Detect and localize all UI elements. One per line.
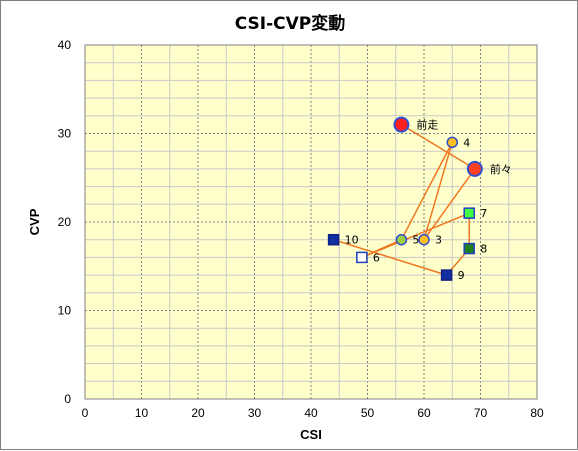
point-label: 6 — [373, 251, 380, 264]
y-tick-label: 10 — [58, 304, 72, 318]
point-label: 前々 — [490, 162, 512, 176]
connector-line — [400, 142, 453, 241]
x-tick-label: 30 — [248, 406, 262, 420]
point-label: 3 — [435, 234, 442, 247]
point-label: 前走 — [416, 118, 438, 132]
connector-lines — [333, 124, 476, 276]
data-point-square — [356, 251, 368, 264]
point-label: 10 — [345, 234, 359, 247]
data-point-circle-large — [466, 160, 483, 177]
x-tick-label: 40 — [304, 406, 318, 420]
data-point-circle — [446, 136, 458, 149]
x-tick-label: 10 — [135, 406, 149, 420]
x-tick-label: 20 — [191, 406, 205, 420]
data-point-square — [463, 242, 475, 255]
data-point-circle — [395, 233, 408, 246]
x-axis-ticks: 0 10 20 30 40 50 60 70 80 — [82, 406, 544, 420]
point-label: 5 — [412, 234, 419, 247]
x-axis-title: CSI — [300, 427, 322, 442]
data-point-square — [463, 207, 475, 219]
x-tick-label: 60 — [417, 406, 431, 420]
point-label: 8 — [480, 243, 487, 256]
y-tick-label: 30 — [58, 127, 72, 141]
x-tick-label: 0 — [82, 406, 89, 420]
y-tick-label: 0 — [64, 392, 71, 406]
data-point-circle-large — [393, 116, 410, 133]
data-points — [327, 116, 483, 281]
plot-border — [84, 44, 538, 400]
data-point-circle — [418, 233, 430, 246]
x-tick-label: 80 — [530, 406, 544, 420]
point-label: 7 — [480, 207, 487, 220]
connector-line — [401, 124, 476, 170]
connector-line — [361, 212, 470, 259]
y-axis-title: CVP — [27, 208, 42, 235]
y-tick-label: 40 — [58, 38, 72, 52]
point-label: 4 — [463, 136, 470, 149]
data-point-square — [440, 269, 453, 281]
connector-line — [333, 238, 447, 276]
x-tick-label: 70 — [474, 406, 488, 420]
y-tick-label: 20 — [58, 215, 72, 229]
y-axis-ticks: 0 10 20 30 40 — [58, 38, 72, 406]
data-point-square — [327, 233, 340, 246]
chart-title: CSI-CVP変動 — [235, 13, 346, 34]
point-label: 9 — [458, 269, 465, 282]
connector-line — [423, 142, 453, 240]
x-tick-label: 50 — [361, 406, 375, 420]
